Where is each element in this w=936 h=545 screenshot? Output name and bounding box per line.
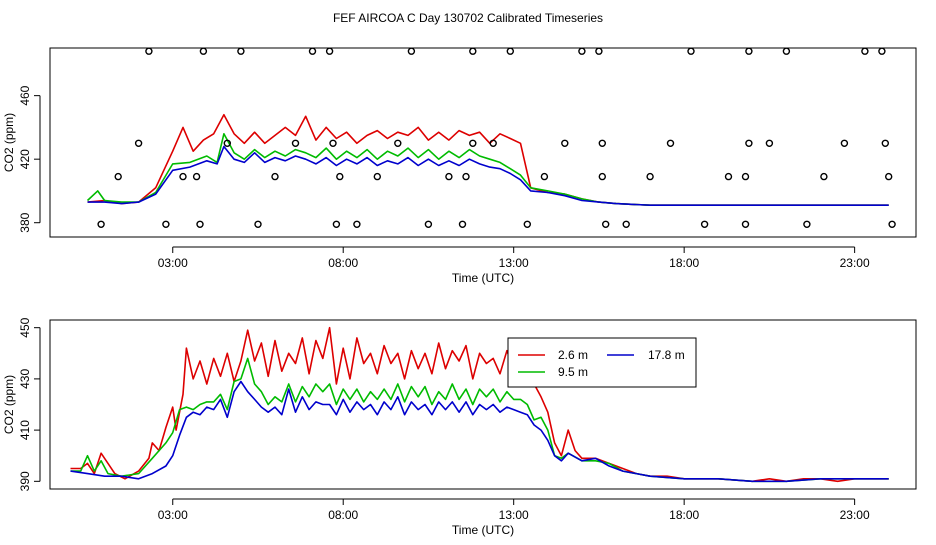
- plot-frame: [49, 319, 917, 490]
- x-tick-label: 23:00: [840, 256, 870, 270]
- data-point: [271, 172, 279, 181]
- data-point: [114, 172, 122, 181]
- x-tick-label: 08:00: [328, 256, 358, 270]
- data-point: [687, 47, 695, 55]
- bottom-panel: 03:00 08:00 13:00 18:00 23:00 Time (UTC) 390 41…: [2, 317, 917, 537]
- data-point: [578, 47, 586, 55]
- data-point: [469, 139, 477, 148]
- data-point: [469, 47, 477, 55]
- legend-label: 2.6 m: [558, 348, 588, 362]
- data-point: [741, 172, 750, 181]
- data-point: [373, 172, 381, 181]
- data-point: [332, 220, 341, 229]
- data-point: [741, 220, 750, 229]
- x-tick-label: 18:00: [669, 256, 699, 270]
- data-point: [223, 139, 232, 148]
- series-line-2: [87, 145, 889, 206]
- data-point: [595, 47, 603, 55]
- data-point: [394, 139, 402, 148]
- x-tick-label: 18:00: [669, 508, 699, 522]
- data-point: [192, 172, 201, 181]
- data-point: [782, 47, 791, 55]
- series-line-9-5-m: [70, 357, 889, 483]
- data-point: [179, 172, 187, 181]
- data-point: [523, 220, 531, 229]
- y-axis-label: CO2 (ppm): [2, 113, 16, 172]
- series-line-0: [87, 113, 889, 206]
- data-point: [646, 172, 654, 181]
- data-point: [878, 47, 886, 55]
- data-point: [489, 139, 497, 148]
- legend-box: [507, 337, 697, 388]
- x-tick-label: 23:00: [840, 508, 870, 522]
- data-point: [458, 220, 467, 229]
- data-point: [745, 47, 753, 55]
- x-tick-label: 03:00: [158, 508, 188, 522]
- series-line-1: [86, 133, 889, 206]
- data-point: [336, 172, 344, 181]
- data-point: [666, 139, 675, 148]
- data-point: [291, 139, 300, 148]
- y-tick-label: 450: [18, 317, 32, 337]
- x-axis-label: Time (UTC): [452, 271, 514, 285]
- data-point: [840, 139, 849, 148]
- data-point: [885, 172, 893, 181]
- data-point: [765, 139, 774, 148]
- data-point: [861, 47, 869, 55]
- chart-legend: 2.6 m 17.8 m 9.5 m: [507, 337, 697, 388]
- data-point: [598, 139, 606, 148]
- x-tick-label: 08:00: [328, 508, 358, 522]
- data-point: [724, 172, 733, 181]
- y-axis-label: CO2 (ppm): [2, 375, 16, 434]
- data-point: [445, 172, 453, 181]
- data-point: [462, 172, 470, 181]
- data-point: [700, 220, 709, 229]
- data-point: [407, 47, 416, 55]
- data-point: [162, 220, 170, 229]
- top-panel: 03:00 08:00 13:00 18:00 23:00 Time (UTC) 380 42…: [2, 47, 917, 285]
- data-point: [602, 220, 610, 229]
- data-point: [506, 47, 514, 55]
- data-point: [325, 47, 334, 55]
- data-point: [622, 220, 630, 229]
- data-point: [540, 172, 549, 181]
- data-point: [196, 220, 204, 229]
- y-tick-label: 430: [18, 369, 32, 389]
- legend-label: 9.5 m: [558, 365, 588, 379]
- x-axis-label: Time (UTC): [452, 523, 514, 537]
- legend-label: 17.8 m: [648, 348, 685, 362]
- data-point: [254, 220, 262, 229]
- data-point: [329, 139, 337, 148]
- data-point: [888, 220, 896, 229]
- y-tick-label: 420: [18, 149, 32, 169]
- data-point: [353, 220, 361, 229]
- data-point: [561, 139, 569, 148]
- data-point: [145, 47, 153, 55]
- plot-frame: [49, 47, 917, 238]
- x-tick-label: 13:00: [499, 256, 529, 270]
- data-point: [237, 47, 245, 55]
- x-tick-label: 13:00: [499, 508, 529, 522]
- figure-title: FEF AIRCOA C Day 130702 Calibrated Times…: [333, 11, 603, 25]
- x-tick-label: 03:00: [158, 256, 188, 270]
- data-point: [803, 220, 811, 229]
- y-tick-label: 410: [18, 420, 32, 440]
- data-point: [199, 47, 208, 55]
- series-line-17-8-m: [70, 380, 889, 483]
- y-tick-label: 390: [18, 471, 32, 491]
- data-point: [881, 139, 889, 148]
- data-point: [820, 172, 828, 181]
- data-point: [134, 139, 143, 148]
- data-point: [598, 172, 606, 181]
- data-point: [97, 220, 105, 229]
- data-point: [424, 220, 433, 229]
- data-point: [745, 139, 753, 148]
- y-tick-label: 460: [18, 85, 32, 105]
- y-tick-label: 380: [18, 212, 32, 232]
- data-point: [308, 47, 317, 55]
